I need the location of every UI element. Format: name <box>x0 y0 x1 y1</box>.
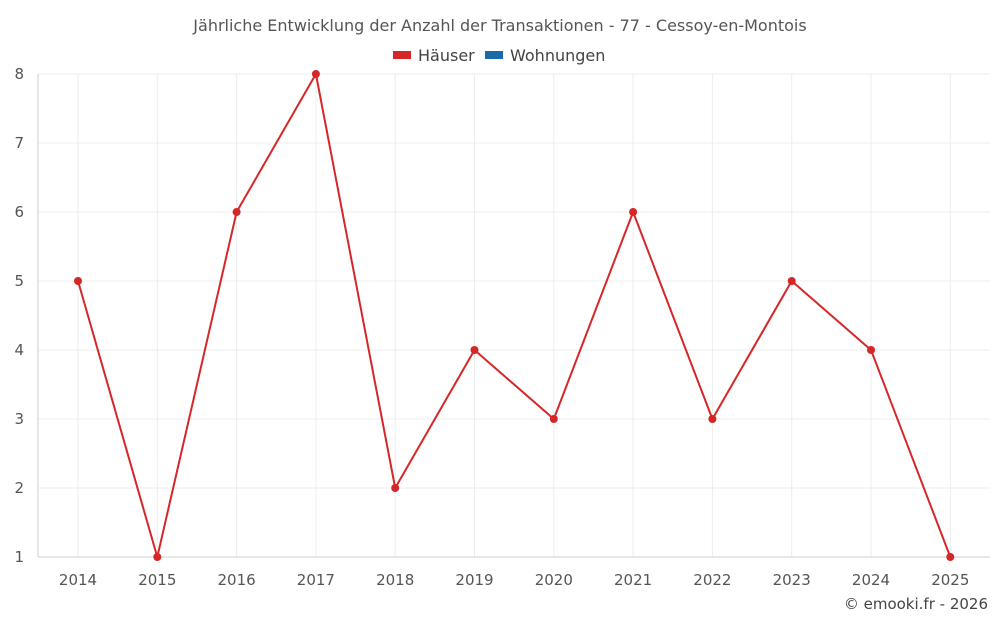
x-tick-label: 2025 <box>931 571 969 589</box>
legend: Häuser Wohnungen <box>393 46 605 65</box>
data-point-2014[interactable] <box>74 277 82 285</box>
data-point-2024[interactable] <box>867 346 875 354</box>
x-tick-label: 2020 <box>535 571 573 589</box>
data-point-2023[interactable] <box>787 277 796 285</box>
data-point-2025[interactable] <box>946 553 955 561</box>
data-point-2015[interactable] <box>153 553 162 561</box>
data-point-2019[interactable] <box>470 346 479 354</box>
x-tick-label: 2022 <box>693 571 731 589</box>
legend-label-wohnungen: Wohnungen <box>510 46 605 65</box>
data-point-2020[interactable] <box>549 415 558 423</box>
series-line-0 <box>77 73 952 558</box>
grid <box>38 73 990 557</box>
data-point-2016[interactable] <box>232 208 241 216</box>
data-point-2018[interactable] <box>391 484 400 492</box>
data-point-2021[interactable] <box>629 208 638 216</box>
y-tick-label: 1 <box>14 548 24 566</box>
y-tick-label: 7 <box>14 134 24 152</box>
x-tick-label: 2024 <box>852 571 890 589</box>
x-tick-label: 2017 <box>297 571 335 589</box>
y-tick-label: 4 <box>14 341 24 359</box>
x-tick-label: 2016 <box>218 571 256 589</box>
x-tick-label: 2014 <box>59 571 97 589</box>
y-axis-ticks: 1 2 3 4 5 6 7 8 <box>14 65 24 566</box>
x-tick-label: 2019 <box>455 571 493 589</box>
data-point-2022[interactable] <box>708 415 717 423</box>
data-point-2017[interactable] <box>311 70 320 78</box>
series-haeuser <box>74 70 955 561</box>
x-tick-label: 2018 <box>376 571 414 589</box>
y-tick-label: 3 <box>14 410 24 428</box>
legend-swatch-haeuser <box>393 51 411 59</box>
y-tick-label: 8 <box>14 65 24 83</box>
x-tick-label: 2023 <box>773 571 811 589</box>
chart-title: Jährliche Entwicklung der Anzahl der Tra… <box>192 16 806 35</box>
y-tick-label: 5 <box>14 272 24 290</box>
x-tick-label: 2015 <box>138 571 176 589</box>
y-tick-label: 6 <box>14 203 24 221</box>
credit-text: © emooki.fr - 2026 <box>844 595 988 613</box>
x-axis-ticks: 2014 2015 2016 2017 2018 2019 2020 2021 2022 2023… <box>59 571 969 589</box>
legend-item-haeuser[interactable]: Häuser <box>393 46 475 65</box>
legend-label-haeuser: Häuser <box>418 46 475 65</box>
legend-swatch-wohnungen <box>485 51 503 59</box>
legend-item-wohnungen[interactable]: Wohnungen <box>485 46 605 65</box>
x-tick-label: 2021 <box>614 571 652 589</box>
axes <box>37 74 990 558</box>
y-tick-label: 2 <box>14 479 24 497</box>
